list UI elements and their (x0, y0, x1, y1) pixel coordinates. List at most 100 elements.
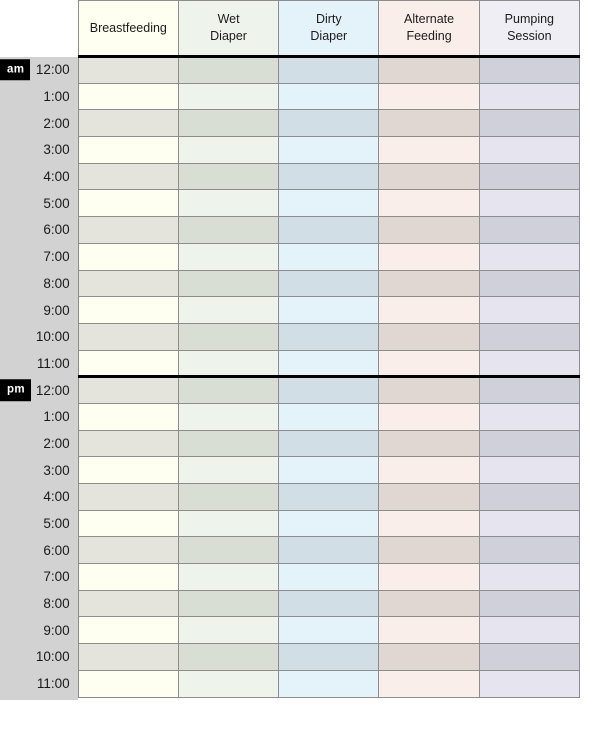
log-cell-alternate-feeding-am-900[interactable] (378, 296, 480, 324)
log-cell-alternate-feeding-pm-800[interactable] (378, 590, 480, 618)
log-cell-wet-diaper-pm-300[interactable] (177, 456, 280, 484)
log-cell-alternate-feeding-pm-700[interactable] (378, 563, 480, 591)
log-cell-wet-diaper-am-600[interactable] (177, 216, 280, 244)
log-cell-dirty-diaper-am-500[interactable] (278, 189, 380, 218)
log-cell-breastfeeding-pm-400[interactable] (77, 483, 179, 511)
log-cell-dirty-diaper-am-300[interactable] (278, 136, 380, 164)
log-cell-pumping-session-pm-1200[interactable] (478, 375, 581, 404)
log-cell-dirty-diaper-pm-800[interactable] (278, 590, 380, 618)
log-cell-alternate-feeding-am-1100[interactable] (378, 350, 480, 378)
log-cell-dirty-diaper-am-900[interactable] (278, 296, 380, 324)
log-cell-alternate-feeding-am-100[interactable] (378, 83, 480, 111)
log-cell-pumping-session-pm-700[interactable] (478, 563, 581, 591)
log-cell-breastfeeding-pm-1200[interactable] (77, 375, 179, 404)
log-cell-breastfeeding-am-300[interactable] (77, 136, 179, 164)
log-cell-pumping-session-am-300[interactable] (478, 136, 581, 164)
log-cell-breastfeeding-am-200[interactable] (77, 109, 179, 138)
log-cell-alternate-feeding-pm-200[interactable] (378, 430, 480, 458)
log-cell-dirty-diaper-pm-100[interactable] (278, 403, 380, 431)
log-cell-breastfeeding-pm-100[interactable] (77, 403, 179, 431)
log-cell-wet-diaper-am-300[interactable] (177, 136, 280, 164)
log-cell-breastfeeding-am-400[interactable] (77, 163, 179, 191)
log-cell-dirty-diaper-pm-200[interactable] (278, 430, 380, 458)
log-cell-wet-diaper-am-1200[interactable] (177, 56, 280, 84)
log-cell-wet-diaper-pm-1100[interactable] (177, 670, 280, 698)
log-cell-alternate-feeding-pm-1000[interactable] (378, 643, 480, 671)
log-cell-alternate-feeding-pm-400[interactable] (378, 483, 480, 511)
log-cell-pumping-session-am-1000[interactable] (478, 323, 581, 351)
log-cell-alternate-feeding-am-500[interactable] (378, 189, 480, 218)
log-cell-wet-diaper-am-700[interactable] (177, 243, 280, 271)
log-cell-wet-diaper-pm-600[interactable] (177, 536, 280, 565)
log-cell-dirty-diaper-am-600[interactable] (278, 216, 380, 244)
log-cell-dirty-diaper-am-1000[interactable] (278, 323, 380, 351)
log-cell-pumping-session-pm-1000[interactable] (478, 643, 581, 671)
log-cell-breastfeeding-pm-500[interactable] (77, 510, 179, 538)
log-cell-breastfeeding-pm-300[interactable] (77, 456, 179, 484)
log-cell-dirty-diaper-am-200[interactable] (278, 109, 380, 138)
log-cell-pumping-session-pm-1100[interactable] (478, 670, 581, 698)
log-cell-wet-diaper-am-200[interactable] (177, 109, 280, 138)
log-cell-dirty-diaper-am-700[interactable] (278, 243, 380, 271)
log-cell-alternate-feeding-am-800[interactable] (378, 270, 480, 298)
log-cell-pumping-session-pm-800[interactable] (478, 590, 581, 618)
log-cell-dirty-diaper-pm-900[interactable] (278, 616, 380, 645)
log-cell-pumping-session-am-1200[interactable] (478, 56, 581, 84)
log-cell-breastfeeding-am-600[interactable] (77, 216, 179, 244)
log-cell-wet-diaper-pm-1000[interactable] (177, 643, 280, 671)
log-cell-breastfeeding-pm-1000[interactable] (77, 643, 179, 671)
log-cell-alternate-feeding-pm-1100[interactable] (378, 670, 480, 698)
log-cell-wet-diaper-pm-100[interactable] (177, 403, 280, 431)
log-cell-breastfeeding-am-1100[interactable] (77, 350, 179, 378)
log-cell-alternate-feeding-am-1000[interactable] (378, 323, 480, 351)
log-cell-alternate-feeding-pm-600[interactable] (378, 536, 480, 565)
log-cell-wet-diaper-am-400[interactable] (177, 163, 280, 191)
log-cell-pumping-session-pm-400[interactable] (478, 483, 581, 511)
log-cell-dirty-diaper-am-1200[interactable] (278, 56, 380, 84)
log-cell-wet-diaper-pm-400[interactable] (177, 483, 280, 511)
log-cell-alternate-feeding-pm-900[interactable] (378, 616, 480, 645)
log-cell-pumping-session-pm-100[interactable] (478, 403, 581, 431)
log-cell-alternate-feeding-pm-100[interactable] (378, 403, 480, 431)
log-cell-pumping-session-am-200[interactable] (478, 109, 581, 138)
log-cell-breastfeeding-am-100[interactable] (77, 83, 179, 111)
log-cell-breastfeeding-pm-900[interactable] (77, 616, 179, 645)
log-cell-pumping-session-pm-200[interactable] (478, 430, 581, 458)
log-cell-breastfeeding-pm-700[interactable] (77, 563, 179, 591)
log-cell-pumping-session-pm-500[interactable] (478, 510, 581, 538)
log-cell-breastfeeding-am-700[interactable] (77, 243, 179, 271)
log-cell-dirty-diaper-am-100[interactable] (278, 83, 380, 111)
log-cell-wet-diaper-am-900[interactable] (177, 296, 280, 324)
log-cell-wet-diaper-am-1100[interactable] (177, 350, 280, 378)
log-cell-pumping-session-am-900[interactable] (478, 296, 581, 324)
log-cell-breastfeeding-am-1200[interactable] (77, 56, 179, 84)
log-cell-pumping-session-am-1100[interactable] (478, 350, 581, 378)
log-cell-pumping-session-pm-900[interactable] (478, 616, 581, 645)
log-cell-alternate-feeding-am-700[interactable] (378, 243, 480, 271)
log-cell-dirty-diaper-pm-1000[interactable] (278, 643, 380, 671)
log-cell-dirty-diaper-pm-600[interactable] (278, 536, 380, 565)
log-cell-wet-diaper-pm-200[interactable] (177, 430, 280, 458)
log-cell-dirty-diaper-am-800[interactable] (278, 270, 380, 298)
log-cell-dirty-diaper-pm-1200[interactable] (278, 375, 380, 404)
log-cell-wet-diaper-pm-700[interactable] (177, 563, 280, 591)
log-cell-breastfeeding-am-900[interactable] (77, 296, 179, 324)
log-cell-wet-diaper-am-1000[interactable] (177, 323, 280, 351)
log-cell-pumping-session-am-500[interactable] (478, 189, 581, 218)
log-cell-pumping-session-am-100[interactable] (478, 83, 581, 111)
log-cell-dirty-diaper-pm-500[interactable] (278, 510, 380, 538)
log-cell-alternate-feeding-am-200[interactable] (378, 109, 480, 138)
log-cell-alternate-feeding-am-400[interactable] (378, 163, 480, 191)
log-cell-pumping-session-am-400[interactable] (478, 163, 581, 191)
log-cell-breastfeeding-am-500[interactable] (77, 189, 179, 218)
log-cell-dirty-diaper-pm-400[interactable] (278, 483, 380, 511)
log-cell-wet-diaper-am-500[interactable] (177, 189, 280, 218)
log-cell-dirty-diaper-am-1100[interactable] (278, 350, 380, 378)
log-cell-wet-diaper-pm-900[interactable] (177, 616, 280, 645)
log-cell-pumping-session-pm-300[interactable] (478, 456, 581, 484)
log-cell-alternate-feeding-am-600[interactable] (378, 216, 480, 244)
log-cell-pumping-session-am-700[interactable] (478, 243, 581, 271)
log-cell-wet-diaper-pm-500[interactable] (177, 510, 280, 538)
log-cell-wet-diaper-am-100[interactable] (177, 83, 280, 111)
log-cell-alternate-feeding-pm-1200[interactable] (378, 375, 480, 404)
